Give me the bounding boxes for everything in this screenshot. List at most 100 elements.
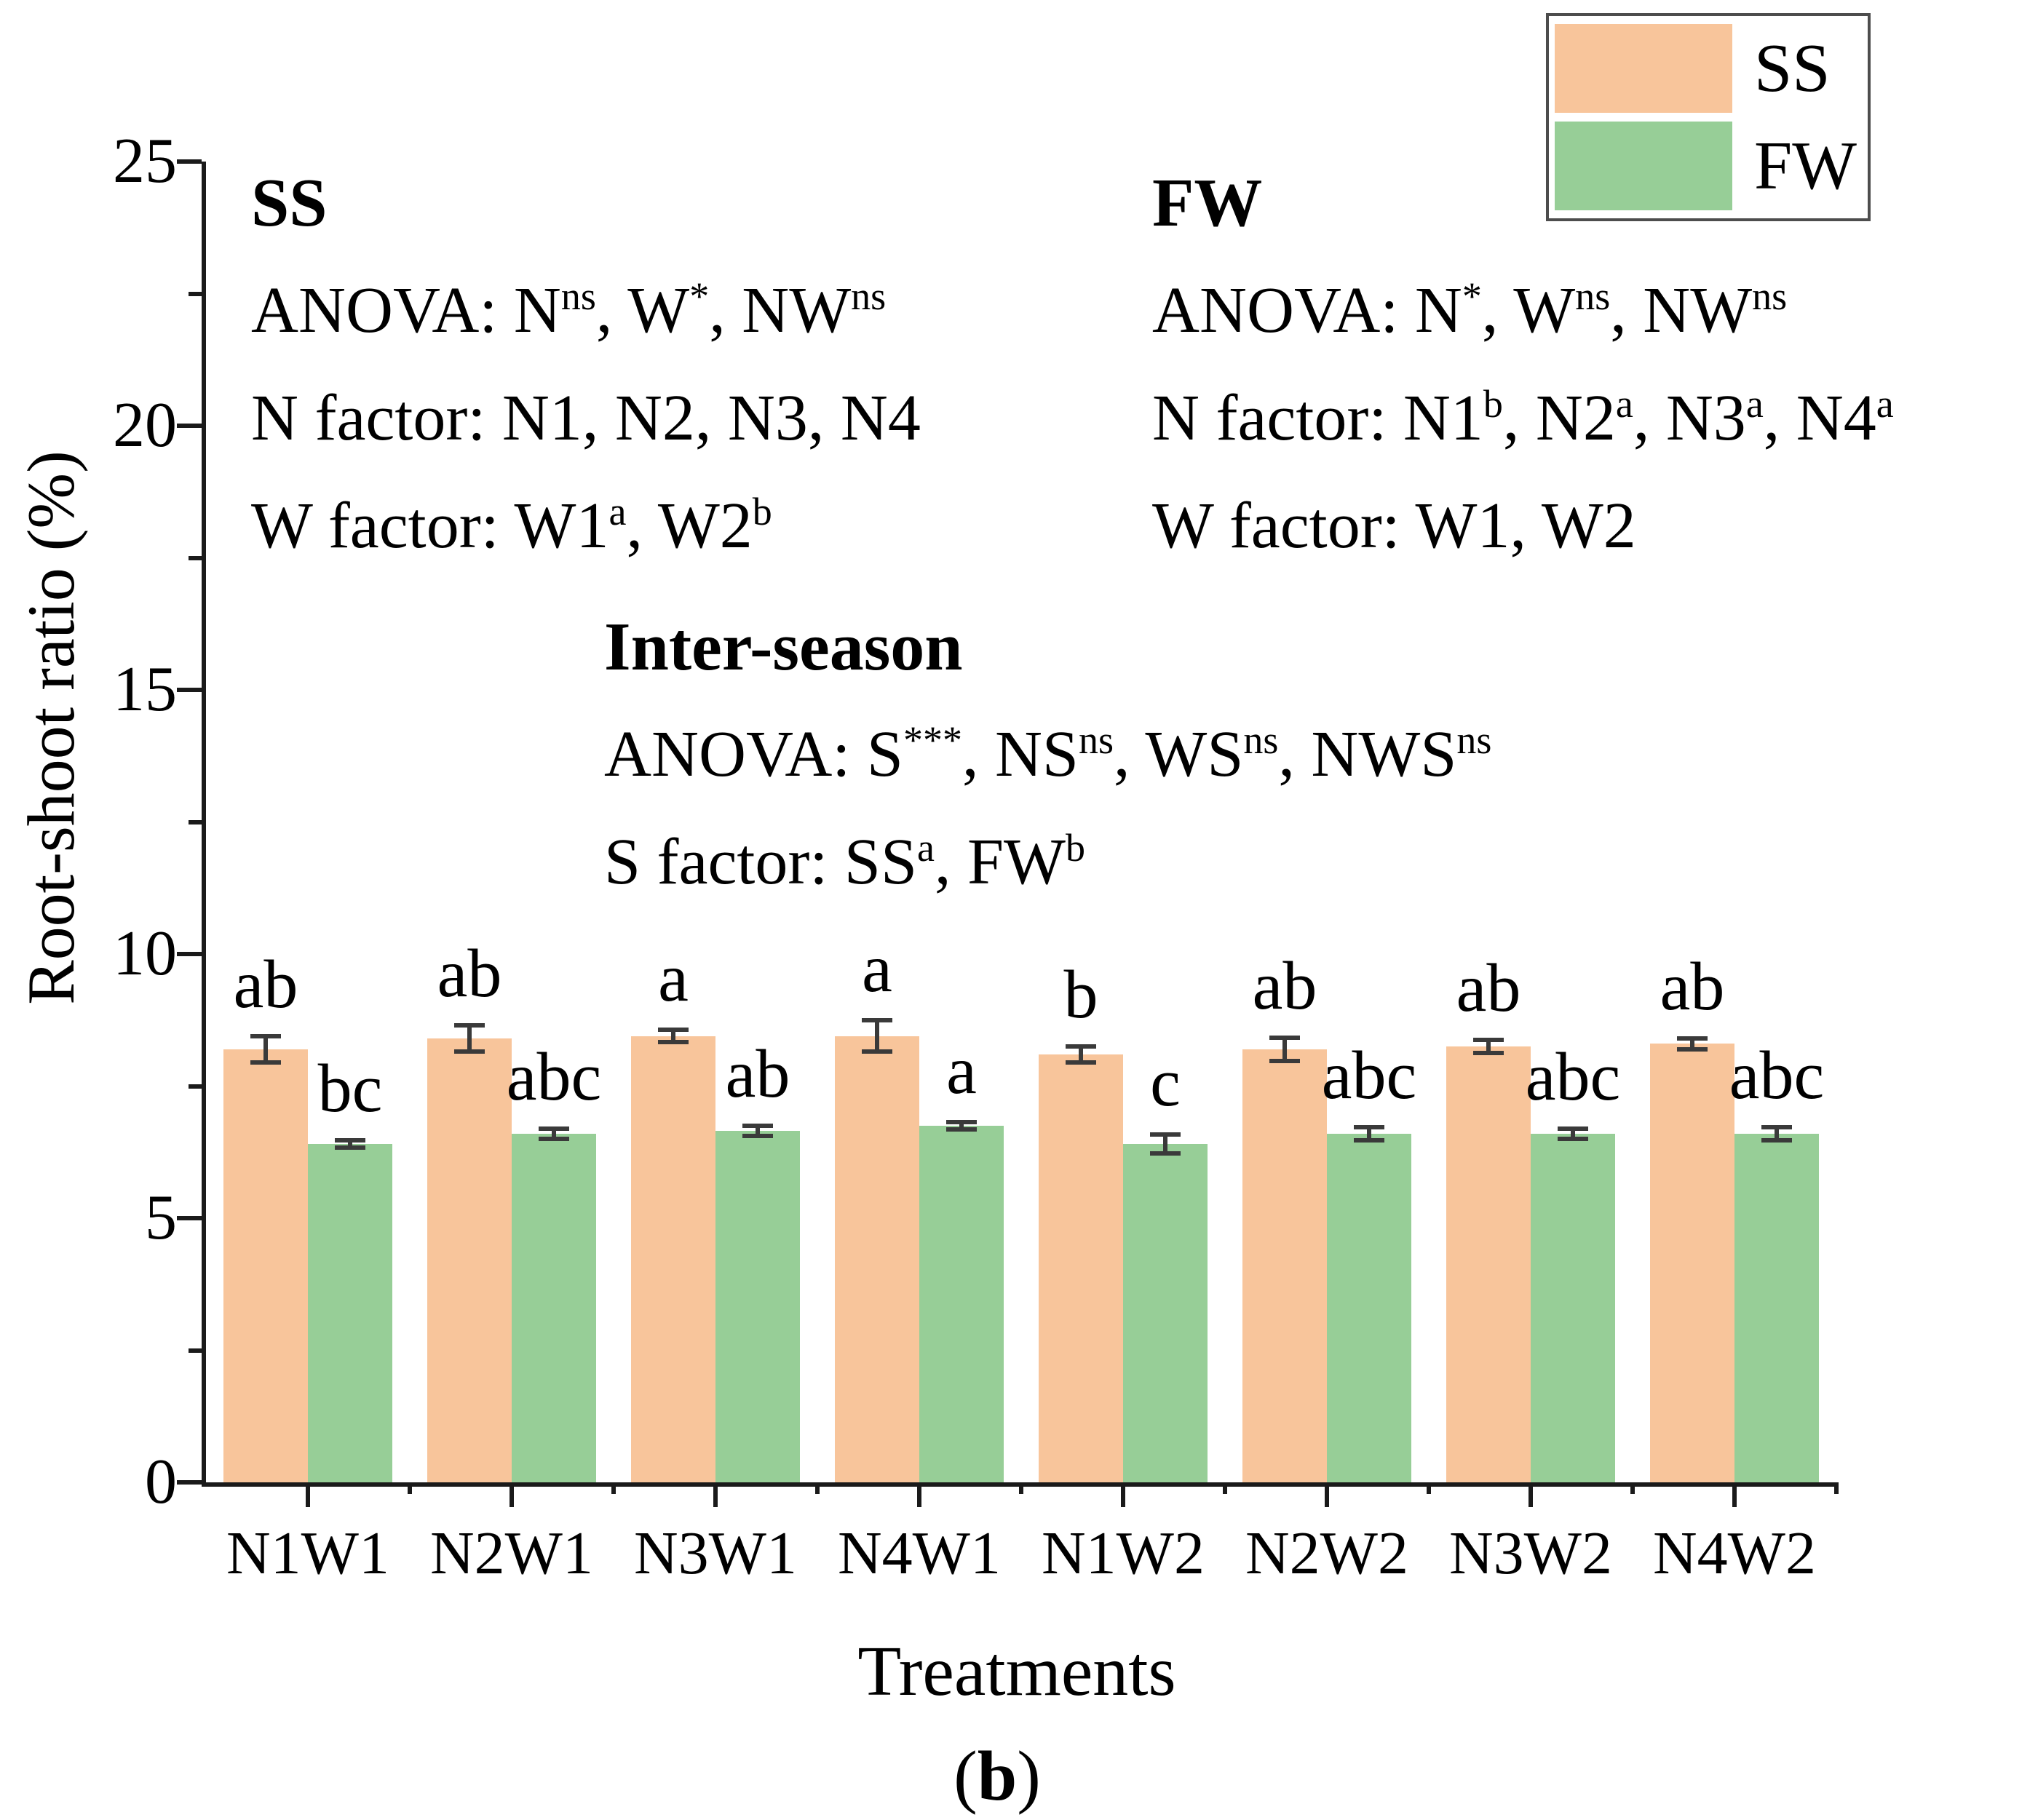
error-bar-cap (862, 1049, 892, 1054)
bar-fw-N2W1 (512, 1133, 596, 1482)
error-bar (552, 1128, 556, 1140)
bar-ss-N4W2 (1650, 1044, 1734, 1482)
error-bar-cap (1761, 1137, 1792, 1143)
bar-fw-N1W1 (308, 1144, 392, 1482)
y-minor-tick (189, 555, 202, 560)
error-bar (1775, 1127, 1779, 1140)
y-tick-label: 10 (113, 918, 177, 989)
error-bar-cap (1066, 1060, 1096, 1065)
annotation-inter-season-lines: ANOVA: S***, NSns, WSns, NWSns S factor: … (604, 701, 1491, 916)
error-bar-cap (946, 1119, 977, 1124)
y-tick-label: 20 (113, 390, 177, 461)
annotation-line: ANOVA: S***, NSns, WSns, NWSns (604, 718, 1492, 790)
legend-swatch-fw (1555, 122, 1732, 210)
y-major-tick (177, 952, 202, 956)
x-minor-tick (1834, 1482, 1839, 1494)
x-major-tick (1732, 1482, 1737, 1507)
bar-ss-N1W2 (1039, 1054, 1123, 1482)
caption-close: ) (1017, 1737, 1041, 1816)
error-bar (467, 1025, 472, 1052)
bar-ss-N1W1 (223, 1049, 308, 1482)
annotation-ss: SS ANOVA: Nns, W*, NWns N factor: N1, N2,… (251, 149, 921, 580)
sig-letter: abc (1729, 1038, 1825, 1114)
x-major-tick (510, 1482, 514, 1507)
x-major-tick (713, 1482, 718, 1507)
legend: SS FW (1546, 13, 1871, 221)
x-major-tick (306, 1482, 310, 1507)
error-bar (1079, 1046, 1083, 1062)
bar-ss-N2W2 (1242, 1049, 1327, 1482)
error-bar-cap (1354, 1125, 1384, 1130)
annotation-line: ANOVA: N*, Wns, NWns (1152, 274, 1788, 346)
error-bar-cap (1269, 1035, 1300, 1040)
error-bar-cap (742, 1123, 773, 1128)
x-major-tick (1528, 1482, 1533, 1507)
error-bar (671, 1029, 675, 1043)
error-bar (1486, 1040, 1491, 1053)
error-bar-cap (454, 1023, 485, 1028)
x-tick-label: N3W1 (634, 1519, 797, 1587)
sig-letter: b (1063, 957, 1098, 1033)
y-minor-tick (189, 1084, 202, 1089)
error-bar (756, 1125, 760, 1137)
error-bar (875, 1020, 879, 1052)
legend-item-ss: SS (1549, 23, 1868, 114)
error-bar (1690, 1038, 1694, 1049)
legend-swatch-ss (1555, 24, 1732, 113)
error-bar-cap (335, 1138, 365, 1143)
y-major-tick (177, 1480, 202, 1485)
annotation-ss-lines: ANOVA: Nns, W*, NWns N factor: N1, N2, N3… (251, 257, 921, 580)
error-bar (959, 1121, 964, 1130)
error-bar (1163, 1134, 1167, 1154)
annotation-inter-season: Inter-season ANOVA: S***, NSns, WSns, NW… (604, 593, 1491, 916)
x-major-tick (1121, 1482, 1125, 1507)
error-bar (1282, 1037, 1287, 1061)
error-bar-cap (1150, 1132, 1181, 1137)
annotation-line: S factor: SSa, FWb (604, 826, 1085, 898)
sig-letter: ab (725, 1036, 790, 1112)
error-bar-cap (539, 1126, 569, 1131)
error-bar-cap (1150, 1151, 1181, 1156)
error-bar-cap (1473, 1038, 1504, 1043)
annotation-line: W factor: W1, W2 (1152, 490, 1636, 562)
x-tick-label: N3W2 (1449, 1519, 1612, 1587)
bar-ss-N4W1 (835, 1036, 919, 1482)
x-tick-label: N4W1 (838, 1519, 1001, 1587)
x-tick-label: N2W1 (430, 1519, 593, 1587)
error-bar-cap (658, 1040, 689, 1045)
error-bar-cap (1677, 1036, 1708, 1041)
annotation-line: N factor: N1b, N2a, N3a, N4a (1152, 382, 1894, 454)
annotation-inter-season-title: Inter-season (604, 609, 963, 685)
sig-letter: ab (1252, 947, 1317, 1024)
x-axis-title: Treatments (857, 1632, 1176, 1711)
error-bar (1571, 1128, 1575, 1140)
bar-ss-N3W1 (631, 1036, 715, 1482)
error-bar-cap (1473, 1050, 1504, 1055)
sig-letter: ab (1660, 949, 1725, 1025)
error-bar-cap (946, 1127, 977, 1132)
error-bar-cap (1761, 1125, 1792, 1130)
x-tick-label: N1W1 (226, 1519, 389, 1587)
sig-letter: bc (317, 1051, 383, 1127)
sig-letter: ab (233, 946, 298, 1022)
error-bar-cap (1558, 1126, 1588, 1131)
error-bar (1367, 1127, 1371, 1140)
y-major-tick (177, 1216, 202, 1220)
legend-label-ss: SS (1754, 31, 1831, 106)
legend-label-fw: FW (1754, 128, 1857, 204)
error-bar-cap (335, 1145, 365, 1151)
annotation-fw-title: FW (1152, 165, 1263, 241)
sig-letter: abc (1525, 1038, 1621, 1115)
error-bar-cap (250, 1060, 281, 1065)
bar-fw-N2W2 (1327, 1133, 1411, 1482)
y-minor-tick (189, 291, 202, 296)
sig-letter: ab (437, 936, 502, 1012)
x-tick-label: N4W2 (1653, 1519, 1816, 1587)
x-minor-tick (611, 1482, 616, 1494)
x-minor-tick (408, 1482, 412, 1494)
sig-letter: a (946, 1032, 977, 1108)
panel-caption: (b) (953, 1741, 1041, 1812)
y-tick-label: 25 (113, 126, 177, 196)
x-tick-label: N1W2 (1042, 1519, 1205, 1587)
